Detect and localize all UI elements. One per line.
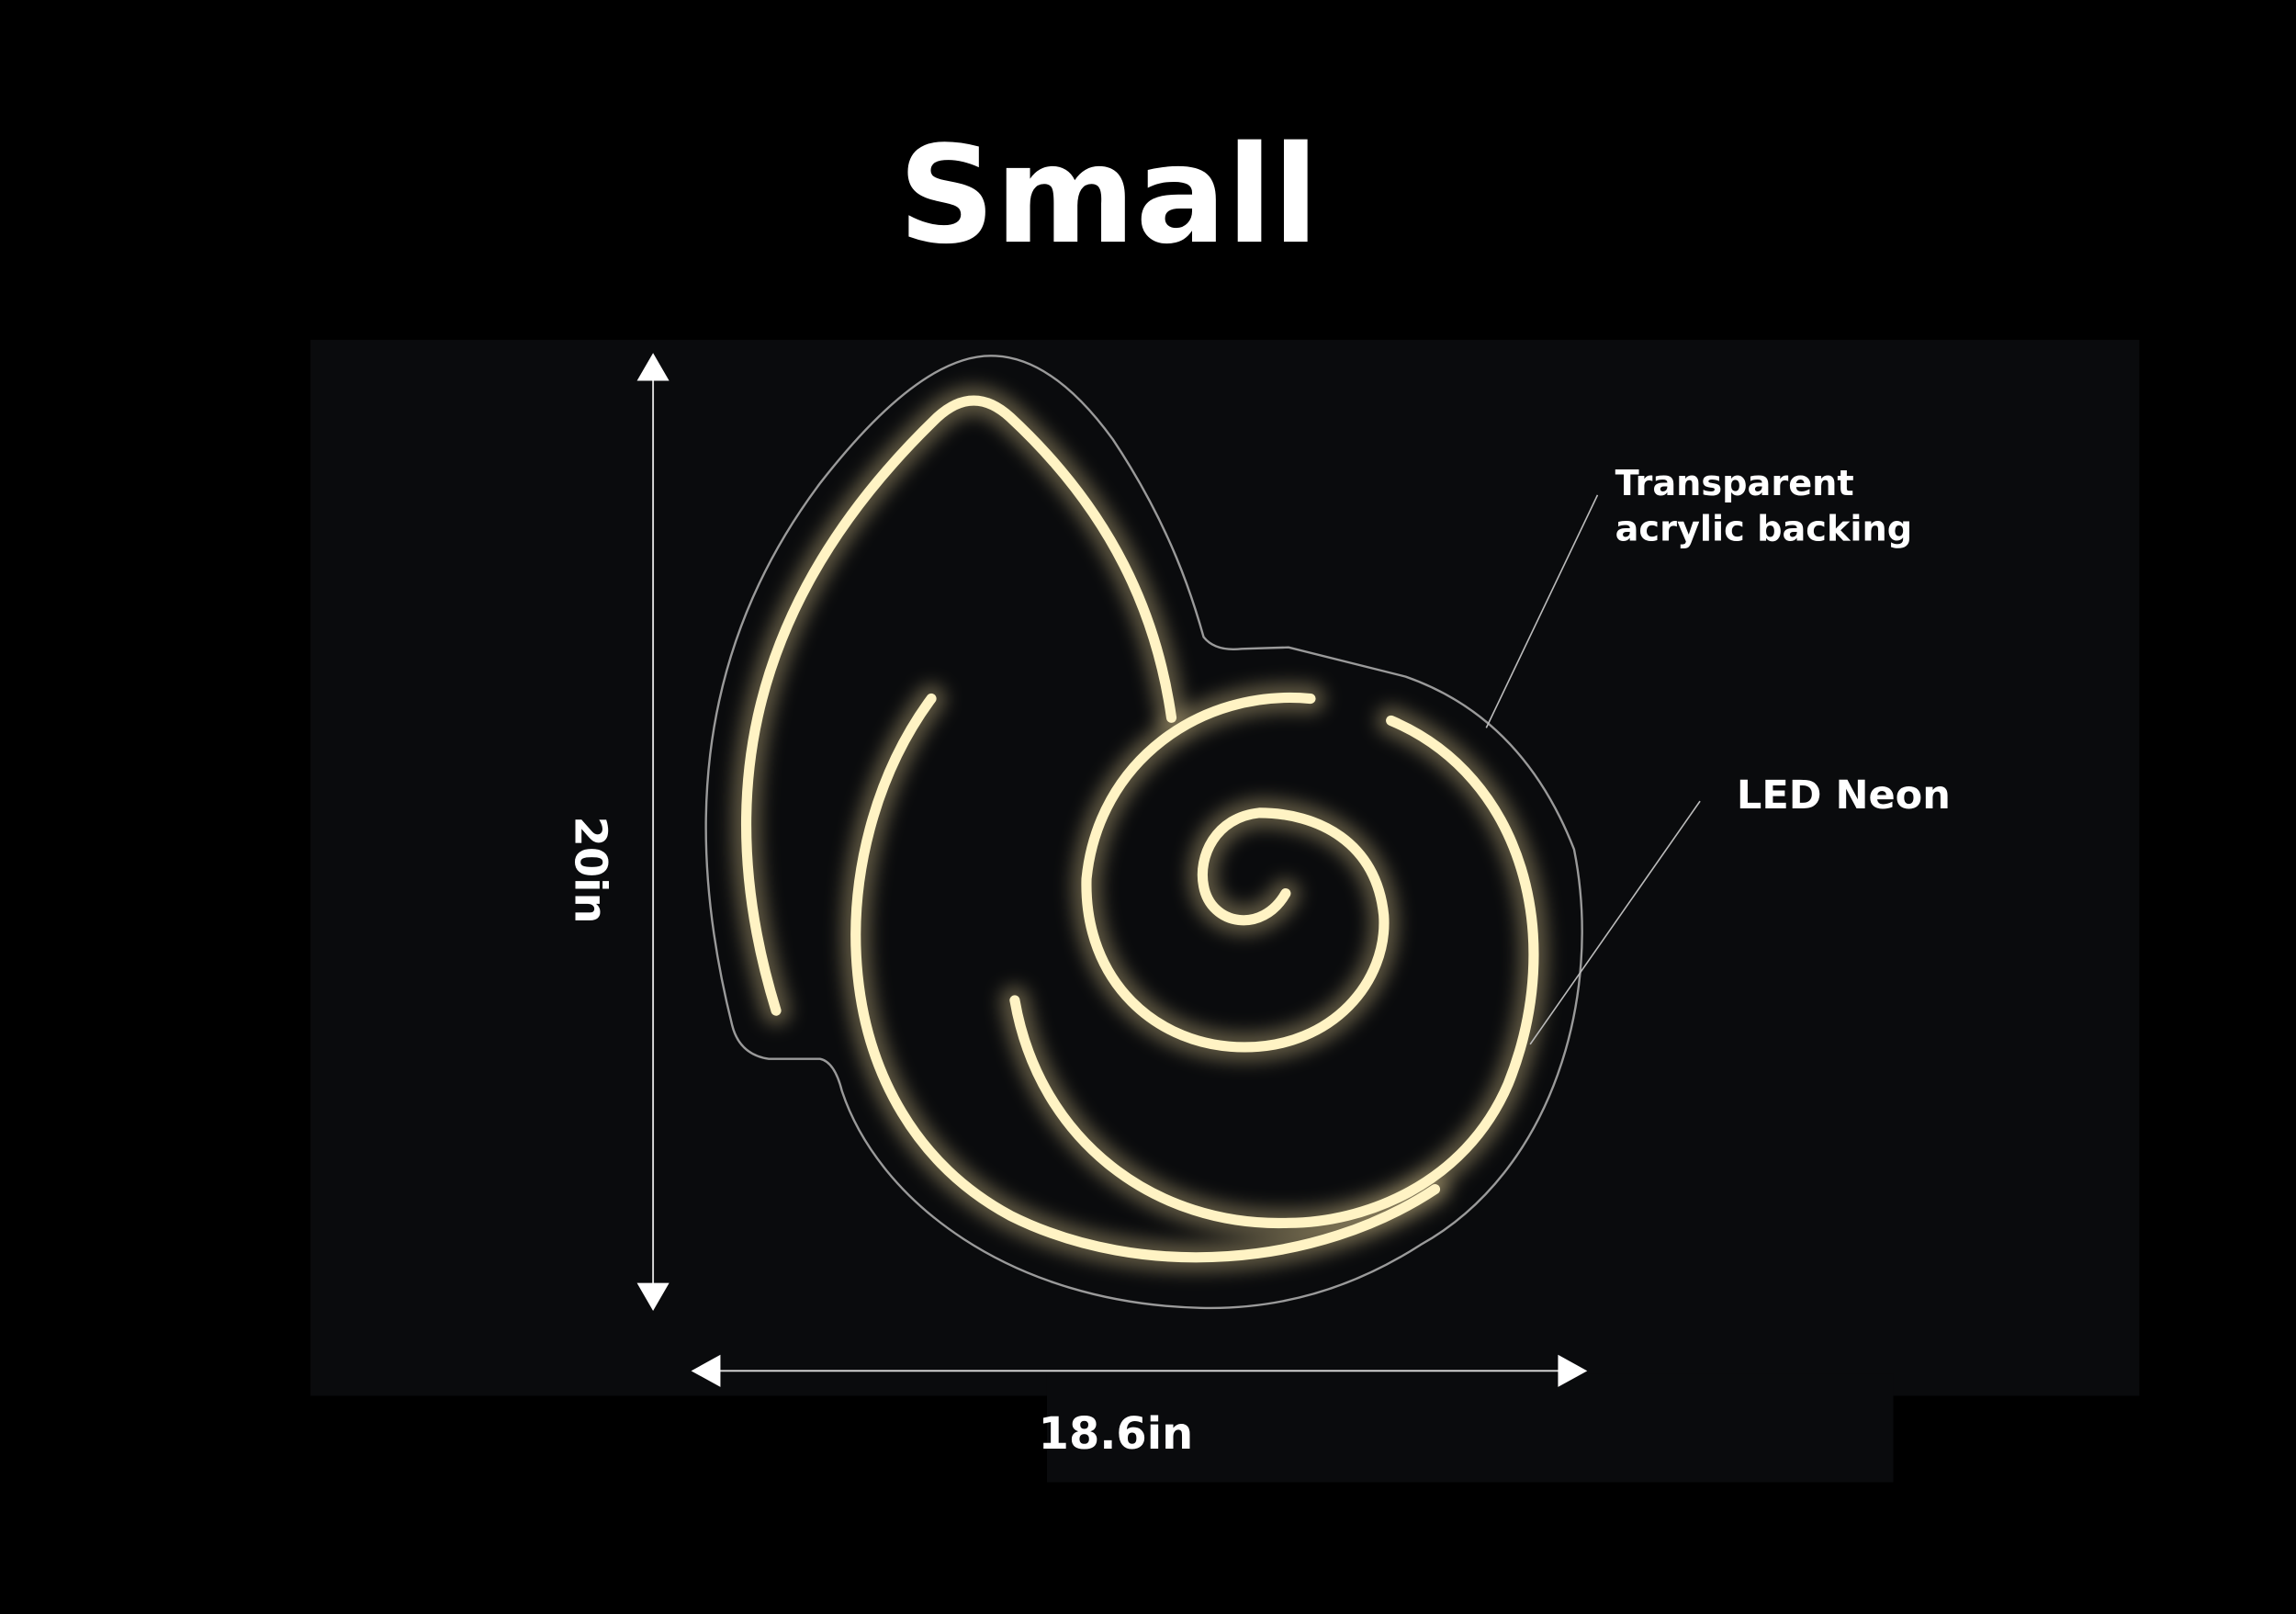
arrow-left-icon: [691, 1354, 721, 1387]
arrow-right-icon: [1558, 1354, 1588, 1387]
height-label: 20in: [565, 817, 615, 924]
neon-spiral: [1081, 692, 1390, 1053]
arrow-down-icon: [636, 1282, 670, 1311]
width-label: 18.6in: [1039, 1409, 1193, 1460]
neon-outer-curve: [850, 693, 1441, 1263]
neon-leaf: [740, 395, 1177, 1016]
backing-label-line1: Transparent: [1615, 463, 1854, 504]
neon-label: LED Neon: [1737, 773, 1951, 818]
backing-label-line2: acrylic backing: [1615, 508, 1913, 549]
acrylic-backing-outline: [704, 355, 1583, 1310]
neon-right-curve: [1009, 715, 1539, 1228]
panel-lower: [1046, 1373, 1894, 1483]
neon-leader-line: [1529, 800, 1701, 1045]
arrow-up-icon: [636, 353, 670, 381]
width-dimension: 18.6in: [691, 1354, 1588, 1460]
height-dimension: 20in: [565, 353, 670, 1311]
neon-tubes: [740, 395, 1539, 1263]
backing-leader-line: [1485, 494, 1599, 728]
size-title: Small: [898, 117, 1319, 274]
